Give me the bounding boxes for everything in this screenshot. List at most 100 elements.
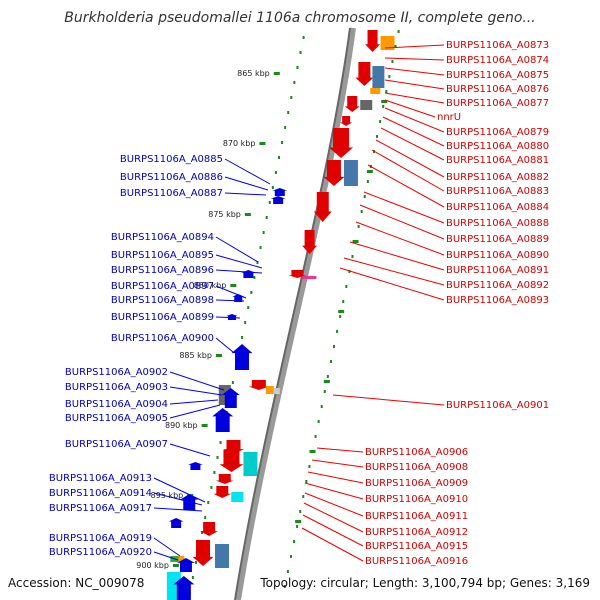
- leader-line: [303, 502, 364, 533]
- gene-label[interactable]: BURPS1106A_A0919: [49, 533, 152, 544]
- leader-line: [304, 492, 364, 517]
- gene-label[interactable]: BURPS1106A_A0888: [446, 218, 549, 229]
- leader-line: [332, 394, 445, 406]
- track-dot: [265, 216, 268, 219]
- gene-label[interactable]: BURPS1106A_A0892: [446, 280, 549, 291]
- gene-label[interactable]: BURPS1106A_A0880: [446, 141, 549, 152]
- leader-line: [224, 158, 271, 185]
- ruler-label: 870 kbp: [223, 139, 256, 148]
- track-dot: [299, 510, 302, 513]
- gene-label[interactable]: BURPS1106A_A0874: [446, 55, 549, 66]
- gene-label[interactable]: BURPS1106A_A0916: [365, 556, 468, 567]
- gene-label[interactable]: BURPS1106A_A0876: [446, 84, 549, 95]
- gene-label[interactable]: BURPS1106A_A0891: [446, 265, 549, 276]
- gene-label[interactable]: BURPS1106A_A0906: [365, 447, 468, 458]
- ruler-tick: [323, 380, 330, 383]
- leader-line: [169, 399, 219, 405]
- gene-label[interactable]: BURPS1106A_A0901: [446, 400, 549, 411]
- gene-label[interactable]: BURPS1106A_A0911: [365, 511, 468, 522]
- left-gene-labels: BURPS1106A_A0885 BURPS1106A_A0886 BURPS110…: [49, 154, 223, 558]
- ruler-label: 895 kbp: [151, 491, 184, 500]
- gene-label[interactable]: BURPS1106A_A0905: [65, 413, 168, 424]
- track-dot: [277, 156, 280, 159]
- leader-line: [343, 257, 445, 286]
- leader-line: [339, 267, 445, 301]
- right-gene-labels: BURPS1106A_A0873 BURPS1106A_A0874 BURPS110…: [365, 40, 549, 567]
- gene-box: [343, 160, 358, 186]
- ruler-tick: [172, 564, 179, 567]
- gene-arrow: [329, 128, 354, 158]
- gene-arrow: [219, 450, 244, 472]
- gene-features: [166, 30, 395, 600]
- leader-line: [367, 164, 445, 208]
- accession-text: Accession: NC_009078: [8, 576, 145, 590]
- gene-label[interactable]: BURPS1106A_A0879: [446, 127, 549, 138]
- gene-label[interactable]: BURPS1106A_A0913: [49, 473, 152, 484]
- gene-label[interactable]: BURPS1106A_A0885: [120, 154, 223, 165]
- gene-label[interactable]: BURPS1106A_A0896: [111, 265, 214, 276]
- leader-line: [384, 79, 445, 90]
- gene-arrow: [192, 540, 214, 566]
- gene-label[interactable]: BURPS1106A_A0915: [365, 541, 468, 552]
- gene-box: [360, 100, 373, 110]
- leader-line: [215, 269, 263, 274]
- gene-label[interactable]: BURPS1106A_A0907: [65, 439, 168, 450]
- track-dot: [394, 45, 397, 48]
- gene-arrow: [302, 230, 318, 254]
- track-dot: [262, 231, 265, 234]
- gene-arrow: [288, 270, 307, 278]
- gene-label[interactable]: BURPS1106A_A0917: [49, 503, 152, 514]
- leader-line: [349, 241, 445, 271]
- gene-label[interactable]: BURPS1106A_A0900: [111, 333, 214, 344]
- gene-label[interactable]: BURPS1106A_A0902: [65, 367, 168, 378]
- gene-arrow: [355, 62, 374, 86]
- gene-label[interactable]: BURPS1106A_A0873: [446, 40, 549, 51]
- gene-label[interactable]: BURPS1106A_A0904: [65, 399, 168, 410]
- gene-box: [370, 88, 381, 94]
- gene-label[interactable]: BURPS1106A_A0889: [446, 234, 549, 245]
- gene-label[interactable]: BURPS1106A_A0903: [65, 382, 168, 393]
- gene-label[interactable]: BURPS1106A_A0909: [365, 478, 468, 489]
- gene-label[interactable]: BURPS1106A_A0899: [111, 312, 214, 323]
- gene-label[interactable]: BURPS1106A_A0920: [49, 547, 152, 558]
- ruler-tick: [273, 72, 280, 75]
- ruler-ticks: 865 kbp 870 kbp 875 kbp 880 kbp 885 kbp 890 k…: [136, 69, 388, 570]
- gene-label[interactable]: BURPS1106A_A0893: [446, 295, 549, 306]
- gene-label[interactable]: BURPS1106A_A0912: [365, 527, 468, 538]
- leader-line: [169, 386, 223, 396]
- gene-label[interactable]: BURPS1106A_A0881: [446, 155, 549, 166]
- gene-label[interactable]: BURPS1106A_A0890: [446, 250, 549, 261]
- track-dot: [385, 90, 388, 93]
- right-leader-lines: [301, 44, 445, 562]
- track-dot: [207, 501, 210, 504]
- gene-label[interactable]: BURPS1106A_A0887: [120, 188, 223, 199]
- leader-line: [355, 221, 445, 256]
- gene-label[interactable]: BURPS1106A_A0908: [365, 462, 468, 473]
- ruler-tick: [244, 213, 251, 216]
- gene-label[interactable]: BURPS1106A_A0882: [446, 172, 549, 183]
- gene-box: [372, 66, 385, 88]
- track-dot: [326, 375, 329, 378]
- track-dot: [293, 81, 296, 84]
- track-dot: [333, 345, 336, 348]
- gene-label[interactable]: BURPS1106A_A0914: [49, 488, 152, 499]
- gene-label[interactable]: BURPS1106A_A0877: [446, 98, 549, 109]
- gene-label[interactable]: BURPS1106A_A0884: [446, 202, 549, 213]
- gene-arrow: [270, 196, 286, 204]
- gene-label[interactable]: BURPS1106A_A0898: [111, 295, 214, 306]
- track-dot: [271, 186, 274, 189]
- gene-label[interactable]: BURPS1106A_A0886: [120, 172, 223, 183]
- gene-label[interactable]: BURPS1106A_A0897: [111, 281, 214, 292]
- gene-label[interactable]: BURPS1106A_A0883: [446, 186, 549, 197]
- gene-label[interactable]: BURPS1106A_A0894: [111, 232, 214, 243]
- genome-backbone: [235, 27, 356, 600]
- gene-box: [302, 276, 317, 279]
- gene-label[interactable]: BURPS1106A_A0875: [446, 70, 549, 81]
- gene-label[interactable]: BURPS1106A_A0910: [365, 494, 468, 505]
- gene-arrow: [365, 30, 381, 52]
- gene-label[interactable]: BURPS1106A_A0895: [111, 250, 214, 261]
- gene-arrow: [176, 558, 195, 572]
- track-dot: [253, 276, 256, 279]
- leader-line: [302, 514, 364, 547]
- gene-label[interactable]: nnrU: [437, 112, 461, 123]
